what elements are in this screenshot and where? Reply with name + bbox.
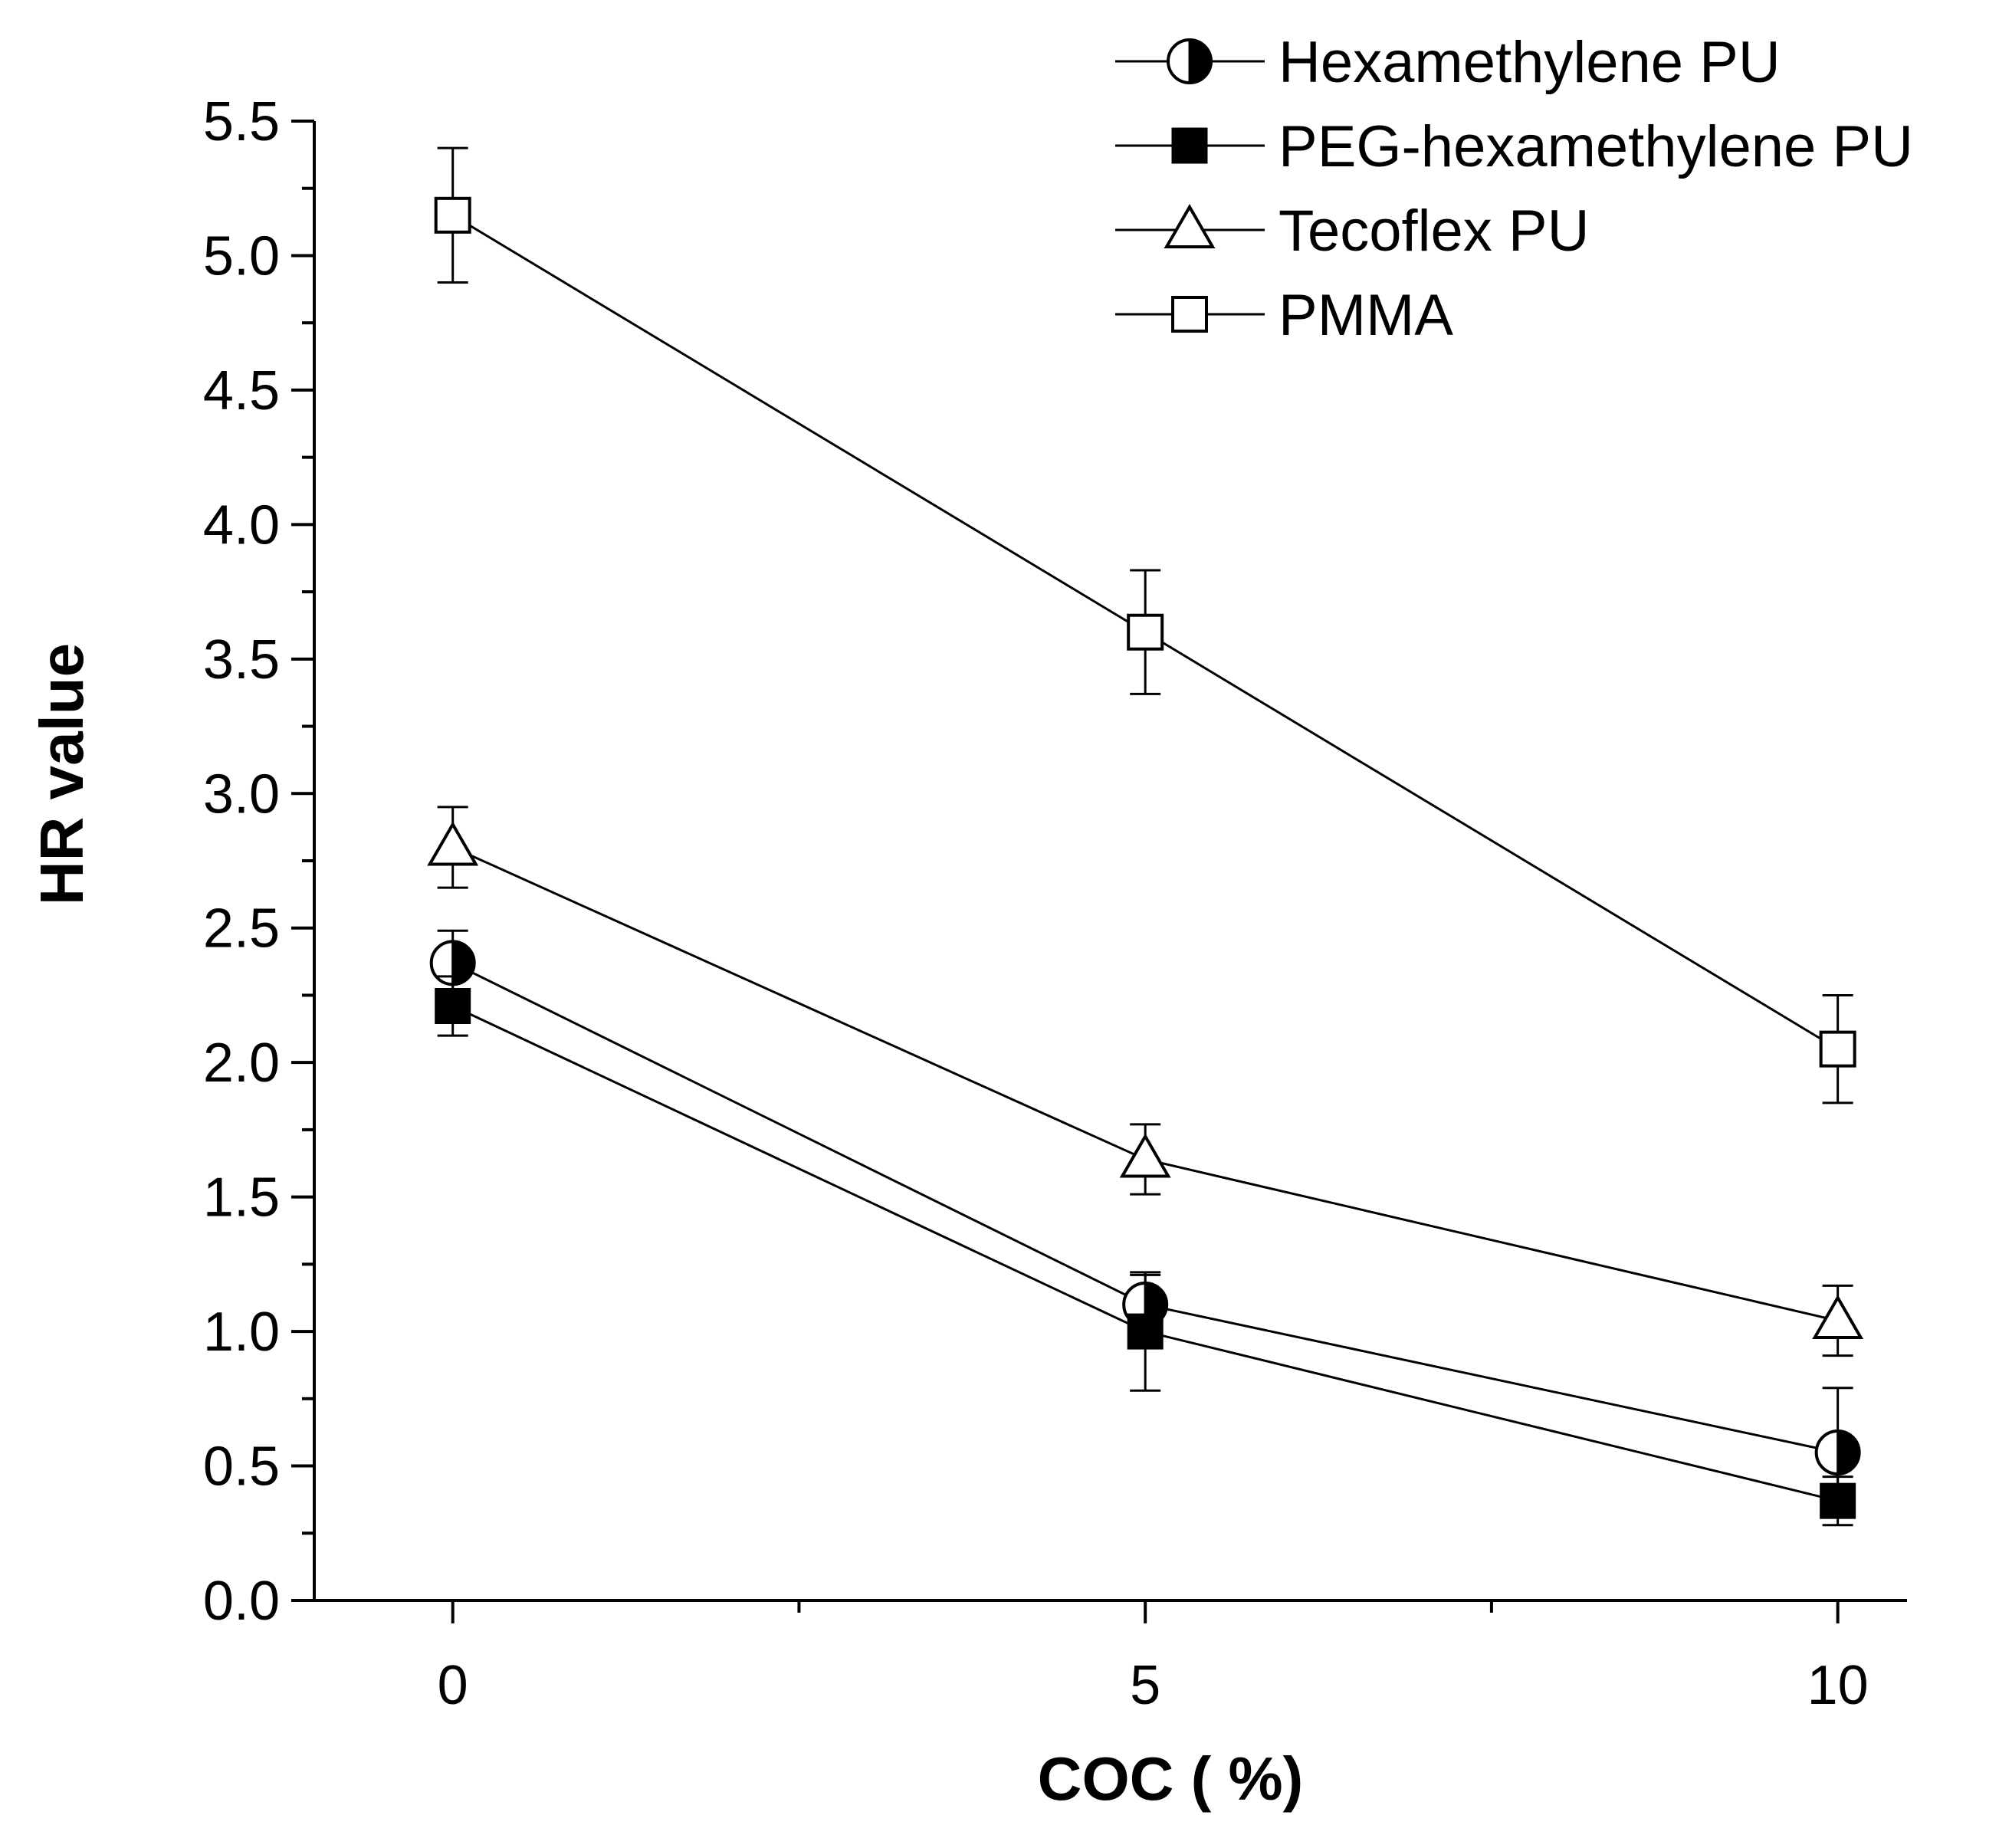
y-tick-label: 0.5 bbox=[203, 1436, 280, 1498]
marker-square-open bbox=[1819, 1030, 1856, 1068]
series-line bbox=[452, 846, 1838, 1322]
y-tick-label: 5.0 bbox=[203, 225, 280, 287]
data-point bbox=[1814, 1429, 1861, 1475]
series-pmma bbox=[434, 146, 1856, 1105]
y-tick-label: 5.5 bbox=[203, 91, 280, 153]
marker-square-filled bbox=[1820, 1482, 1856, 1519]
marker-square-filled bbox=[1171, 127, 1208, 164]
marker-square-filled bbox=[1127, 1313, 1164, 1350]
y-tick-label: 2.0 bbox=[203, 1032, 280, 1094]
legend-label: PMMA bbox=[1279, 283, 1453, 348]
data-point bbox=[1119, 1133, 1171, 1178]
legend-marker bbox=[1167, 38, 1213, 84]
marker-triangle-open bbox=[1812, 1295, 1864, 1340]
legend-label: PEG-hexamethylene PU bbox=[1279, 114, 1913, 179]
y-tick-label: 1.5 bbox=[203, 1167, 280, 1229]
x-tick-label: 0 bbox=[438, 1655, 468, 1716]
y-tick-label: 4.5 bbox=[203, 360, 280, 422]
data-point bbox=[435, 987, 471, 1024]
x-tick-label: 5 bbox=[1130, 1655, 1160, 1716]
marker-square-filled bbox=[435, 987, 471, 1024]
marker-triangle-open bbox=[427, 821, 479, 866]
series-peg-hexamethylene-pu bbox=[435, 975, 1856, 1527]
y-tick-label: 3.0 bbox=[203, 763, 280, 825]
series-line bbox=[452, 1005, 1839, 1502]
legend-item: PMMA bbox=[1115, 283, 1453, 348]
data-point bbox=[1127, 613, 1164, 651]
data-point bbox=[1127, 1313, 1164, 1350]
legend-marker bbox=[1164, 203, 1216, 248]
legend-marker bbox=[1171, 296, 1208, 333]
series-layer bbox=[427, 146, 1864, 1527]
data-point bbox=[1820, 1482, 1856, 1519]
marker-square-open bbox=[1127, 613, 1164, 651]
legend-item: Hexamethylene PU bbox=[1115, 30, 1781, 95]
y-tick-label: 3.5 bbox=[203, 629, 280, 691]
series-hexamethylene-pu bbox=[429, 929, 1861, 1518]
legend-label: Tecoflex PU bbox=[1279, 199, 1590, 264]
marker-circle-half bbox=[1188, 38, 1213, 84]
legend: Hexamethylene PU PEG-hexamethylene PU Teco… bbox=[1115, 30, 1913, 348]
legend-label: Hexamethylene PU bbox=[1279, 30, 1781, 95]
y-tick-label: 2.5 bbox=[203, 898, 280, 960]
y-axis-title: HR value bbox=[28, 643, 96, 905]
legend-item: Tecoflex PU bbox=[1115, 199, 1590, 264]
legend-marker bbox=[1171, 127, 1208, 164]
data-point bbox=[434, 196, 471, 234]
legend-item: PEG-hexamethylene PU bbox=[1115, 114, 1913, 179]
axes: 0.0 0.5 1.0 1.5 2.0 2.5 3.0 3.5 4.0 4.5 5.0 5.5 0 5 10 bbox=[203, 91, 1907, 1716]
marker-circle-half bbox=[1837, 1429, 1861, 1475]
data-point bbox=[429, 940, 476, 986]
marker-square-open bbox=[1171, 296, 1208, 333]
data-point bbox=[1812, 1295, 1864, 1340]
y-tick-label: 0.0 bbox=[203, 1571, 280, 1632]
marker-circle-half bbox=[451, 940, 476, 986]
y-tick-label: 4.0 bbox=[203, 494, 280, 556]
x-tick-label: 10 bbox=[1807, 1655, 1869, 1716]
marker-square-open bbox=[434, 196, 471, 234]
x-axis-title: COC ( %) bbox=[1038, 1745, 1304, 1813]
data-point bbox=[427, 821, 479, 866]
series-tecoflex-pu bbox=[427, 806, 1864, 1357]
data-point bbox=[1819, 1030, 1856, 1068]
y-tick-label: 1.0 bbox=[203, 1301, 280, 1363]
marker-triangle-open bbox=[1119, 1133, 1171, 1178]
marker-triangle-open bbox=[1164, 203, 1216, 248]
